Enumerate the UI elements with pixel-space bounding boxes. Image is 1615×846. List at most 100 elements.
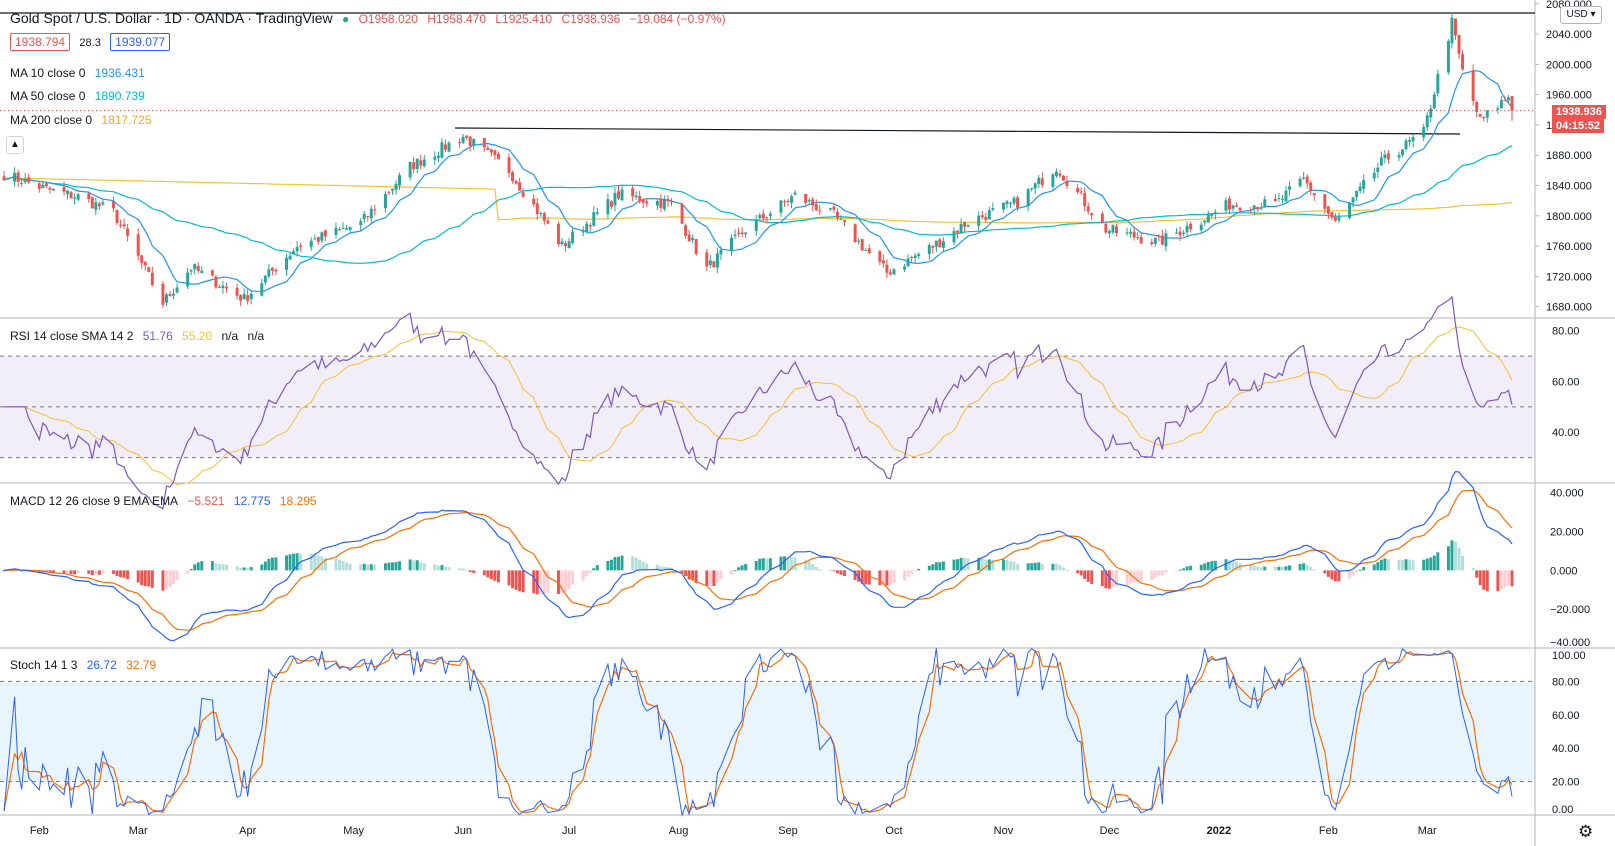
candle-body: [263, 275, 267, 283]
candle-body: [341, 228, 345, 230]
macd-hist-bar: [733, 570, 737, 572]
macd-hist-bar: [1482, 570, 1486, 590]
candle-body: [1450, 17, 1454, 44]
candle-body: [1277, 198, 1281, 200]
macd-hist-bar: [313, 554, 317, 571]
candle-body: [966, 225, 970, 227]
macd-hist-bar: [122, 570, 126, 578]
macd-hist-bar: [1432, 555, 1436, 571]
macd-hist-bar: [1012, 561, 1016, 571]
macd-hist-bar: [1210, 561, 1214, 571]
candle-body: [260, 283, 264, 296]
macd-hist-bar: [1358, 569, 1362, 571]
macd-hist-bar: [126, 570, 130, 580]
macd-hist-bar: [1086, 570, 1090, 582]
candle-body: [313, 238, 317, 240]
ma10-legend: MA 10 close 0 1936.431: [10, 66, 151, 80]
macd-hist-bar: [1379, 559, 1383, 571]
candle-body: [828, 208, 832, 210]
macd-tick-label: −40.000: [1550, 637, 1590, 649]
macd-hist-bar: [66, 570, 70, 574]
macd-hist-bar: [853, 570, 857, 580]
time-tick-label: Nov: [994, 825, 1014, 837]
macd-line: [3, 470, 1513, 642]
candle-body: [733, 234, 737, 237]
candle-body: [270, 267, 274, 271]
candle-body: [1030, 187, 1034, 189]
candle-body: [87, 193, 91, 200]
candle-body: [66, 190, 70, 195]
macd-tick-label: 40.000: [1550, 488, 1584, 500]
gear-icon[interactable]: ⚙: [1578, 822, 1594, 841]
candle-body: [412, 162, 416, 170]
macd-hist-bar: [408, 559, 412, 571]
candle-body: [963, 221, 967, 227]
macd-hist-bar: [1256, 566, 1260, 571]
candle-body: [394, 184, 398, 190]
stoch-legend: Stoch 14 1 3 26.72 32.79: [10, 658, 162, 672]
candle-body: [843, 220, 847, 223]
candle-body: [535, 203, 539, 214]
price-tick-label: 2000.000: [1546, 59, 1592, 71]
candle-body: [1485, 110, 1489, 118]
candle-body: [719, 250, 723, 255]
macd-hist-bar: [1062, 567, 1065, 571]
ask-button[interactable]: 1939.077: [110, 33, 171, 51]
candle-body: [1256, 206, 1260, 210]
candle-body: [164, 294, 168, 303]
candle-body: [1139, 236, 1143, 244]
macd-hist-bar: [196, 562, 200, 571]
candle-body: [881, 260, 885, 264]
candle-body: [934, 240, 938, 247]
macd-hist-bar: [1263, 566, 1267, 571]
macd-hist-bar: [168, 570, 172, 588]
macd-hist-bar: [1129, 570, 1133, 584]
macd-hist-bar: [1107, 570, 1111, 589]
candle-body: [112, 201, 115, 209]
macd-hist-bar: [115, 570, 119, 577]
bid-button[interactable]: 1938.794: [10, 33, 71, 51]
candle-body: [334, 227, 338, 235]
candle-body: [620, 189, 624, 201]
candle-body: [585, 223, 589, 233]
macd-hist-bar: [987, 559, 991, 571]
candle-body: [507, 157, 511, 174]
macd-label: MACD 12 26 close 9 EMA EMA: [10, 494, 179, 508]
candle-body: [1408, 140, 1412, 142]
macd-hist-bar: [443, 566, 447, 571]
candle-body: [779, 200, 783, 213]
candle-body: [768, 213, 772, 216]
macd-hist-bar: [1401, 559, 1404, 571]
macd-hist-bar: [881, 570, 885, 586]
candle-body: [447, 142, 451, 152]
candle-body: [684, 225, 688, 236]
macd-hist-bar: [828, 570, 832, 572]
candle-body: [242, 294, 246, 300]
macd-hist-bar: [585, 570, 589, 577]
currency-dropdown[interactable]: USD ▾: [1560, 6, 1602, 24]
candle-body: [1185, 225, 1189, 233]
macd-hist-bar: [267, 558, 271, 571]
macd-hist-bar: [101, 570, 105, 574]
candle-body: [1005, 201, 1009, 205]
macd-hist-bar: [571, 570, 575, 585]
macd-hist-bar: [1323, 570, 1327, 574]
macd-hist-bar: [1051, 563, 1055, 571]
candle-body: [51, 188, 55, 191]
macd-hist-bar: [539, 570, 543, 594]
stoch-k-line: [3, 647, 1513, 817]
candle-body: [493, 150, 497, 155]
macd-hist-bar: [1139, 570, 1143, 582]
candle-body: [1224, 200, 1228, 211]
macd-hist-bar: [1450, 540, 1454, 571]
macd-hist-bar: [514, 570, 518, 590]
candle-body: [2, 176, 6, 181]
macd-hist-bar: [112, 570, 115, 574]
macd-hist-bar: [1337, 570, 1341, 582]
candle-body: [1302, 177, 1306, 179]
rsi-tick-label: 40.00: [1552, 427, 1580, 439]
macd-hist-bar: [394, 562, 398, 571]
candle-body: [715, 253, 719, 268]
collapse-legend-button[interactable]: ▲: [6, 136, 24, 154]
